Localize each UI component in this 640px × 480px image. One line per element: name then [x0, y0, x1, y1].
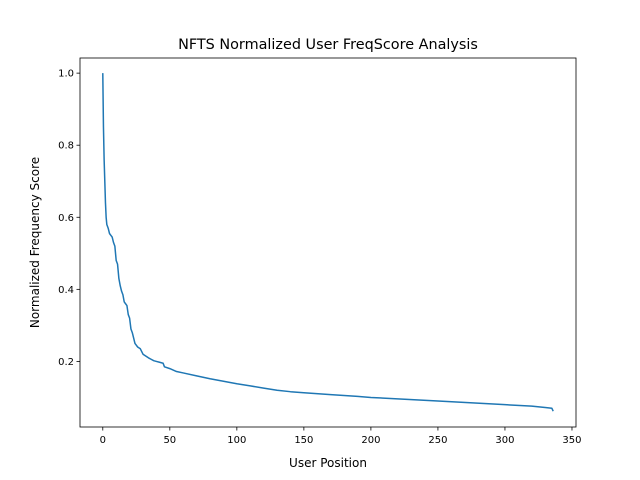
y-tick-label: 0.2 — [58, 357, 74, 368]
plot-line-layer — [102, 73, 554, 412]
y-tick-label: 0.6 — [58, 213, 74, 224]
x-tick-label: 50 — [163, 435, 176, 446]
x-tick-label: 350 — [562, 435, 581, 446]
x-tick-label: 200 — [361, 435, 380, 446]
x-tick-label: 250 — [428, 435, 447, 446]
x-tick-label: 300 — [495, 435, 514, 446]
x-tick-label: 0 — [100, 435, 106, 446]
y-tick-label: 0.4 — [58, 285, 74, 296]
y-tick-label: 1.0 — [58, 69, 74, 80]
x-axis-label: User Position — [289, 456, 367, 470]
ticks-layer: 0 50 100 150 200 250 300 350 0.2 0.4 0.6 0.8 1.0 — [58, 69, 581, 446]
series-line — [102, 73, 554, 412]
y-tick-label: 0.8 — [58, 141, 74, 152]
x-tick-label: 150 — [294, 435, 313, 446]
y-axis-label: Normalized Frequency Score — [28, 157, 42, 328]
plot-frame — [79, 57, 577, 428]
x-tick-label: 100 — [227, 435, 246, 446]
chart-title: NFTS Normalized User FreqScore Analysis — [178, 37, 478, 53]
